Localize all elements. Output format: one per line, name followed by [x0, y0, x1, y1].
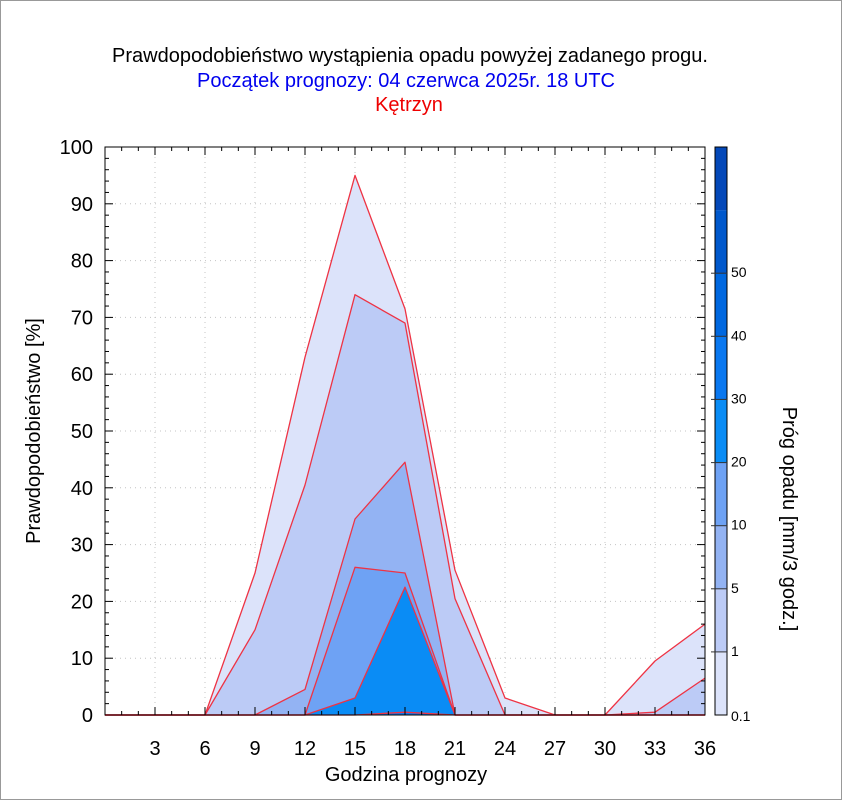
y-axis-label: Prawdopodobieństwo [%] — [23, 318, 45, 544]
colorbar-border — [714, 146, 728, 716]
colorbar: 0.1 1 5 10 20 30 40 50 — [711, 146, 751, 724]
colorbar-segment-1 — [715, 588, 727, 652]
x-tick-label-24: 24 — [494, 738, 516, 760]
station-name: Kętrzyn — [375, 94, 443, 116]
y-tick-label-80: 80 — [71, 251, 93, 273]
y-tick-label-70: 70 — [71, 307, 93, 329]
colorbar-segment-5 — [715, 525, 727, 589]
y-tick-label-90: 90 — [71, 194, 93, 216]
y-tick-label-60: 60 — [71, 364, 93, 386]
colorbar-segment-60 — [715, 147, 727, 211]
x-tick-label-3: 3 — [149, 738, 160, 760]
colorbar-segment-50 — [715, 210, 727, 274]
x-tick-label-6: 6 — [199, 738, 210, 760]
y-tick-label-100: 100 — [60, 137, 93, 159]
colorbar-tick-label-20: 20 — [731, 454, 747, 470]
colorbar-tick-label-0_1: 0.1 — [731, 708, 751, 724]
y-tick-label-20: 20 — [71, 591, 93, 613]
colorbar-tick-label-5: 5 — [731, 580, 739, 596]
x-tick-label-15: 15 — [344, 738, 366, 760]
area-threshold-20 — [105, 587, 705, 715]
x-tick-label-18: 18 — [394, 738, 416, 760]
colorbar-tick-label-40: 40 — [731, 327, 747, 343]
y-tick-label-30: 30 — [71, 535, 93, 557]
y-tick-label-0: 0 — [82, 705, 93, 727]
x-tick-label-30: 30 — [594, 738, 616, 760]
colorbar-tick-label-10: 10 — [731, 517, 747, 533]
x-tick-label-9: 9 — [249, 738, 260, 760]
colorbar-segment-10 — [715, 462, 727, 526]
colorbar-tick-label-1: 1 — [731, 643, 739, 659]
colorbar-segment-30 — [715, 336, 727, 400]
colorbar-segment-0_1 — [715, 651, 727, 715]
y-tick-label-40: 40 — [71, 478, 93, 500]
x-tick-label-12: 12 — [294, 738, 316, 760]
x-tick-label-36: 36 — [694, 738, 716, 760]
x-tick-label-27: 27 — [544, 738, 566, 760]
colorbar-tick-label-50: 50 — [731, 264, 747, 280]
x-tick-label-33: 33 — [644, 738, 666, 760]
chart-subtitle: Początek prognozy: 04 czerwca 2025r. 18 … — [197, 70, 615, 92]
colorbar-tick-label-30: 30 — [731, 390, 747, 406]
colorbar-label: Próg opadu [mm/3 godz.] — [778, 407, 800, 632]
axis-ticks — [104, 146, 706, 716]
axis-tick-labels: 3 6 9 12 15 18 21 24 27 30 33 360102030405060708090… — [60, 137, 717, 760]
colorbar-segment-20 — [715, 399, 727, 463]
x-tick-label-21: 21 — [444, 738, 466, 760]
y-tick-label-10: 10 — [71, 648, 93, 670]
x-axis-label: Godzina prognozy — [325, 764, 487, 786]
colorbar-segment-40 — [715, 273, 727, 337]
y-tick-label-50: 50 — [71, 421, 93, 443]
chart-title: Prawdopodobieństwo wystąpienia opadu pow… — [112, 45, 708, 67]
